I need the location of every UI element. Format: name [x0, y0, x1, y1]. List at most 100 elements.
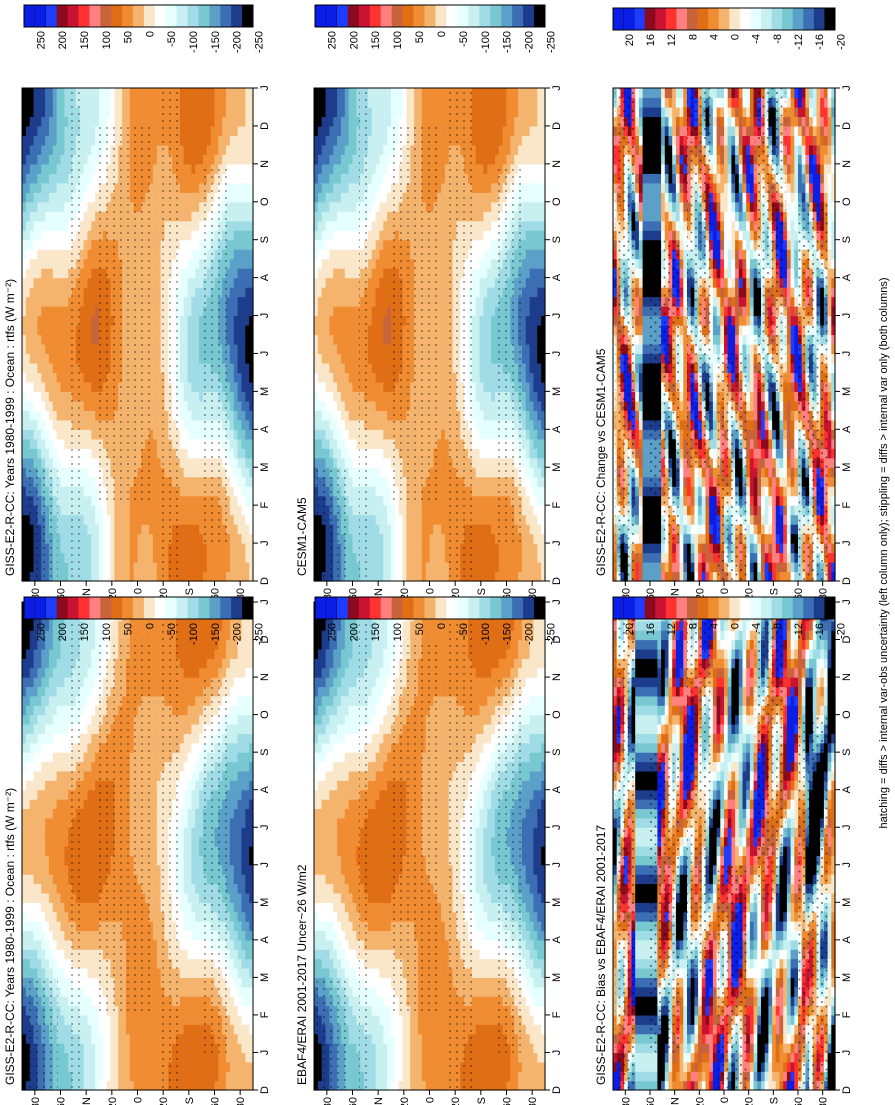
- heatmap-cell: [29, 268, 35, 279]
- heatmap-cell: [60, 106, 65, 118]
- heatmap-cell: [37, 836, 42, 847]
- heatmap-cell: [22, 457, 27, 468]
- heatmap-cell: [145, 505, 150, 516]
- heatmap-cell: [60, 533, 65, 544]
- heatmap-cell: [229, 1014, 235, 1025]
- heatmap-cell: [52, 930, 58, 941]
- heatmap-cell: [45, 930, 50, 941]
- heatmap-cell: [91, 855, 96, 866]
- heatmap-cell: [83, 1043, 89, 1054]
- heatmap-cell: [25, 677, 31, 688]
- heatmap-cell: [52, 949, 58, 960]
- heatmap-cell: [60, 334, 65, 345]
- heatmap-cell: [33, 296, 38, 307]
- heatmap-cell: [229, 667, 235, 678]
- heatmap-cell: [33, 902, 38, 913]
- heatmap-cell: [152, 911, 158, 922]
- heatmap-cell: [125, 1014, 131, 1025]
- heatmap-cell: [56, 277, 62, 288]
- heatmap-cell: [41, 902, 46, 913]
- heatmap-cell: [22, 836, 27, 847]
- heatmap-cell: [226, 1061, 231, 1072]
- heatmap-cell: [48, 836, 54, 847]
- heatmap-cell: [206, 667, 212, 678]
- heatmap-cell: [145, 97, 150, 108]
- heatmap-cell: [41, 220, 46, 231]
- heatmap-cell: [41, 315, 46, 326]
- heatmap-cell: [152, 268, 158, 279]
- heatmap-cell: [87, 258, 92, 269]
- heatmap-cell: [45, 287, 50, 298]
- heatmap-cell: [60, 874, 65, 885]
- heatmap-cell: [114, 505, 119, 516]
- heatmap-cell: [33, 808, 38, 819]
- heatmap-cell: [52, 353, 58, 364]
- heatmap-cell: [118, 1052, 123, 1063]
- heatmap-cell: [87, 752, 92, 763]
- heatmap-cell: [83, 986, 89, 997]
- heatmap-cell: [87, 419, 92, 430]
- heatmap-cell: [195, 968, 200, 978]
- heatmap-cell: [95, 343, 100, 355]
- heatmap-cell: [83, 135, 89, 146]
- heatmap-cell: [41, 968, 46, 978]
- heatmap-cell: [22, 106, 27, 118]
- heatmap-cell: [187, 958, 192, 969]
- heatmap-cell: [41, 410, 46, 421]
- heatmap-cell: [60, 476, 65, 487]
- heatmap-cell: [48, 799, 54, 810]
- heatmap-cell: [60, 817, 65, 828]
- heatmap-cell: [25, 742, 31, 753]
- heatmap-cell: [87, 677, 92, 688]
- heatmap-cell: [37, 864, 42, 875]
- heatmap-cell: [241, 827, 246, 838]
- heatmap-cell: [87, 695, 92, 706]
- heatmap-cell: [29, 677, 35, 688]
- heatmap-cell: [48, 677, 54, 688]
- heatmap-cell: [187, 1061, 192, 1072]
- heatmap-cell: [56, 88, 62, 99]
- heatmap-cell: [60, 986, 65, 997]
- heatmap-cell: [183, 855, 189, 866]
- heatmap-cell: [191, 846, 196, 856]
- heatmap-cell: [152, 400, 158, 411]
- heatmap-cell: [110, 562, 115, 573]
- heatmap-cell: [237, 1005, 243, 1016]
- heatmap-cell: [233, 752, 239, 763]
- heatmap-cell: [45, 789, 50, 800]
- heatmap-cell: [25, 949, 31, 960]
- heatmap-cell: [222, 1080, 227, 1091]
- heatmap-cell: [187, 968, 192, 978]
- heatmap-cell: [199, 658, 204, 669]
- heatmap-cell: [229, 1061, 235, 1072]
- heatmap-cell: [187, 817, 192, 828]
- heatmap-cell: [83, 724, 89, 734]
- heatmap-cell: [60, 125, 65, 136]
- heatmap-cell: [149, 88, 154, 99]
- month-tick-label: J: [259, 599, 271, 605]
- heatmap-cell: [79, 799, 85, 810]
- heatmap-cell: [41, 106, 46, 118]
- heatmap-cell: [29, 448, 35, 459]
- heatmap-cell: [56, 400, 62, 411]
- heatmap-cell: [83, 883, 89, 894]
- heatmap-cell: [45, 752, 50, 763]
- heatmap-cell: [233, 883, 239, 894]
- heatmap-cell: [218, 1052, 223, 1063]
- heatmap-cell: [22, 799, 27, 810]
- heatmap-cell: [229, 874, 235, 885]
- heatmap-cell: [187, 648, 192, 659]
- heatmap-cell: [79, 827, 85, 838]
- heatmap-cell: [91, 306, 96, 317]
- heatmap-cell: [91, 1043, 96, 1054]
- heatmap-cell: [60, 372, 65, 383]
- heatmap-cell: [233, 808, 239, 819]
- heatmap-cell: [37, 268, 42, 279]
- heatmap-cell: [56, 135, 62, 146]
- heatmap-cell: [245, 630, 250, 641]
- heatmap-cell: [83, 476, 89, 487]
- heatmap-cell: [95, 874, 100, 885]
- heatmap-cell: [48, 334, 54, 345]
- heatmap-cell: [87, 1071, 92, 1082]
- heatmap-cell: [52, 958, 58, 969]
